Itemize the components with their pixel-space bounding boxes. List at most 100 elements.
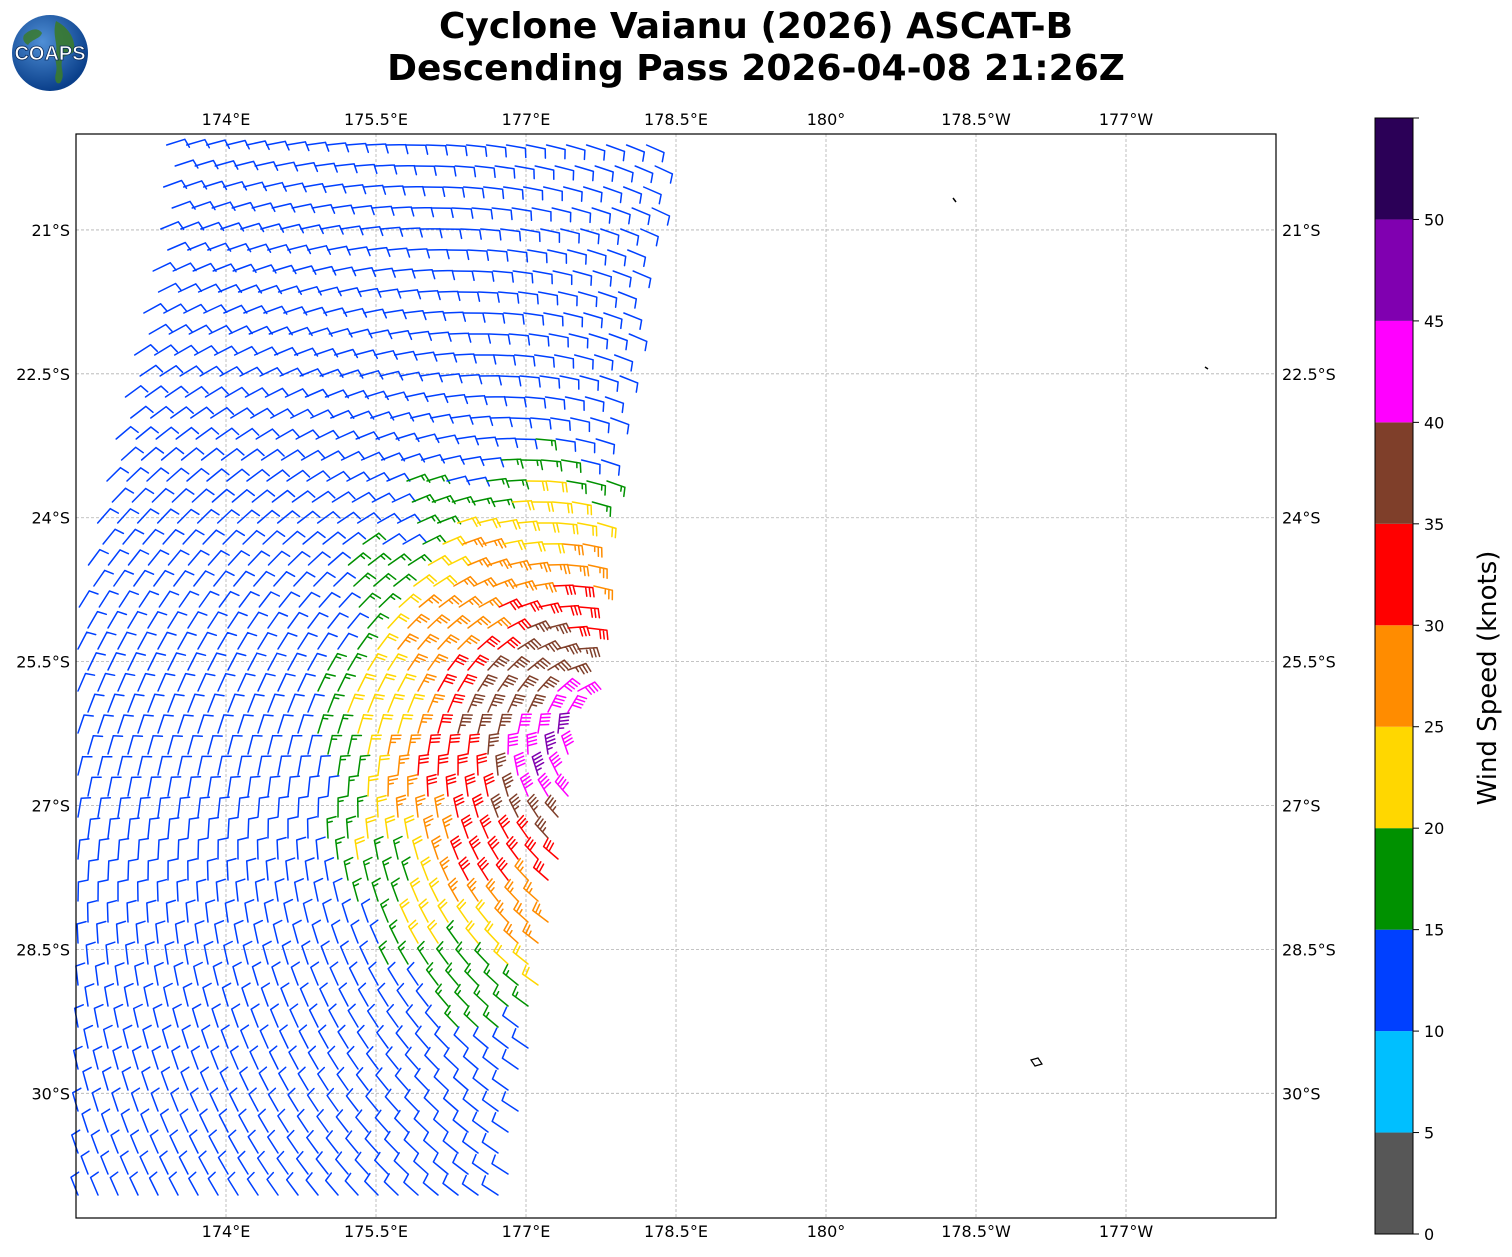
wind-barb [227,816,239,839]
wind-barb [199,365,224,377]
wind-barb [170,1087,180,1112]
wind-barb [554,165,575,181]
wind-barb [327,245,351,256]
wind-barb [450,414,474,425]
wind-barb [362,532,387,545]
wind-barb [543,312,564,327]
wind-barb [207,693,225,713]
wind-barb [334,836,346,860]
wind-barb [266,1171,279,1196]
wind-barb [195,427,220,440]
wind-barb [296,510,321,524]
wind-barb [157,714,174,734]
colorbar-tick-label: 10 [1424,1022,1444,1041]
wind-barb [423,310,447,322]
wind-barb [203,940,214,965]
wind-barb [107,693,125,713]
wind-barb [567,249,587,265]
wind-barb [510,417,533,429]
gridlines [76,134,1276,1218]
wind-barb [442,1131,459,1154]
wind-barb [77,755,93,776]
wind-barb [464,394,488,406]
wind-barb [432,1152,449,1175]
wind-barb [517,291,539,305]
wind-barb [438,594,463,608]
wind-barb [617,291,638,309]
wind-barb [187,242,212,252]
wind-barb [242,529,266,545]
wind-barb [197,672,216,692]
wind-barb [355,1067,369,1091]
wind-barb [367,774,379,797]
wind-barb [522,922,539,944]
wind-barb [567,694,588,713]
wind-barb [202,529,225,545]
wind-barb [551,501,574,514]
wind-barb [107,652,126,671]
wind-barb [249,1045,259,1070]
wind-barb [327,652,348,671]
wind-barb [427,919,439,944]
wind-barb [444,1004,459,1028]
wind-barb [597,291,618,308]
wind-barb [370,411,395,421]
wind-barb [191,1003,202,1028]
wind-barb [291,490,316,503]
wind-barb [507,732,519,755]
wind-barb [215,427,240,440]
wind-barb [102,528,125,545]
wind-barb [523,312,545,326]
wind-barb [501,1048,519,1070]
wind-barb [106,466,130,482]
wind-barb [500,228,522,242]
wind-barb [391,493,416,503]
wind-barb [201,1024,211,1049]
wind-barb [433,1110,449,1133]
wind-barb [537,640,562,652]
wind-barb [506,479,530,490]
wind-barb [452,1111,469,1133]
wind-barb [568,333,589,349]
wind-barb [367,246,391,258]
wind-barb [307,1045,319,1070]
wind-barb [298,1024,309,1049]
wind-barb [463,312,486,323]
wind-barb [243,305,268,315]
wind-barb [259,1024,269,1049]
wind-barb [297,755,312,776]
wind-barb [113,1003,124,1028]
wind-barb [368,329,393,340]
wind-barb [111,1087,121,1112]
wind-barb [443,311,467,322]
wind-barb [182,982,193,1007]
wind-barb [534,815,549,839]
wind-barb [346,1045,359,1070]
wind-barb [187,693,205,713]
wind-barb [267,652,287,671]
wind-barb [392,268,416,279]
wind-barb [580,459,601,475]
wind-barb [245,857,257,881]
wind-barb [113,569,135,587]
wind-barb [356,795,368,818]
tick-label-lon-top: 177°E [502,110,551,129]
wind-barb [508,793,521,818]
wind-barb [180,447,205,461]
wind-barb [302,531,326,545]
island-south [1030,1057,1043,1067]
wind-barb [117,714,134,734]
wind-barb [345,142,370,154]
wind-barb [482,538,507,549]
wind-barb [464,773,476,797]
wind-barb [367,693,385,713]
wind-barb [76,920,87,944]
wind-barb [288,1045,299,1070]
wind-barb [360,225,384,237]
wind-barb [197,755,213,776]
wind-barb [283,898,294,923]
wind-barb [101,1066,112,1091]
wind-barb [273,571,296,587]
wind-barb [471,207,494,220]
wind-barb [193,961,203,986]
